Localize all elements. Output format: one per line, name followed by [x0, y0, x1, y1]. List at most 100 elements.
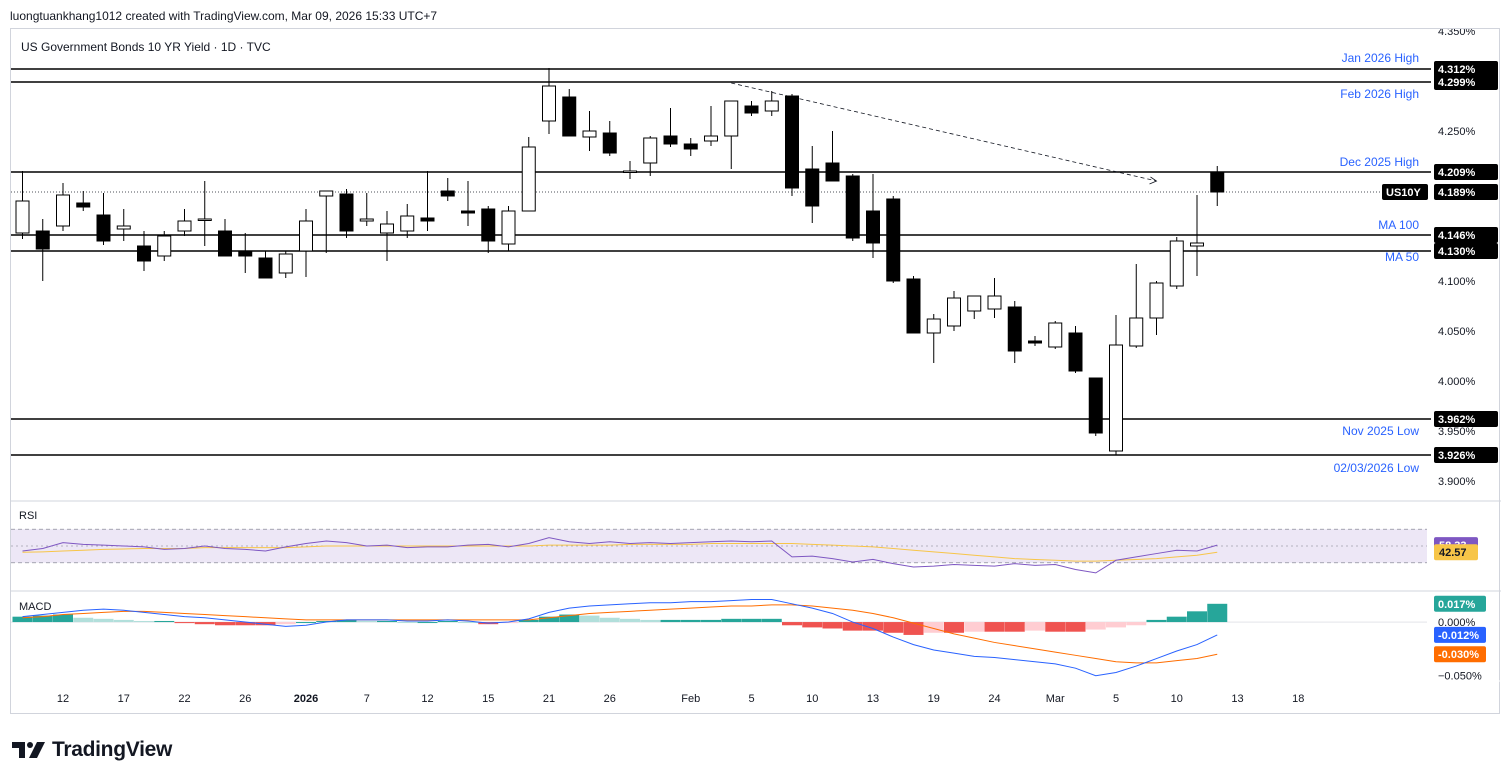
time-tick-label: 22 — [178, 693, 190, 705]
candle — [1048, 321, 1063, 349]
time-tick-label: 12 — [57, 693, 69, 705]
macd-tick-label: −0.050% — [1438, 671, 1482, 683]
candle — [461, 181, 475, 226]
macd-histogram-bar — [984, 622, 1005, 632]
macd-histogram-bar — [782, 622, 802, 626]
candle-body — [906, 278, 921, 334]
macd-histogram-bar — [761, 618, 782, 623]
candle-body — [359, 218, 374, 222]
price-tick-label: 4.350% — [1438, 29, 1476, 38]
candle — [258, 251, 273, 279]
macd-histogram-bar — [93, 618, 114, 623]
macd-value-tag-text: -0.012% — [1438, 630, 1479, 642]
candle — [825, 131, 840, 182]
candle-body — [1190, 242, 1204, 247]
chart-credit: luongtuankhang1012 created with TradingV… — [10, 9, 438, 23]
macd-histogram-bar — [296, 622, 316, 624]
candle-body — [1129, 317, 1144, 347]
level-tag-text: 4.146% — [1438, 230, 1476, 242]
candle — [238, 233, 253, 273]
candle — [15, 171, 30, 239]
macd-histogram-bar — [1025, 622, 1045, 631]
candle-body — [866, 210, 880, 244]
macd-histogram-bar — [356, 620, 377, 623]
chart-title: US Government Bonds 10 YR Yield · 1D · T… — [21, 40, 271, 54]
candle — [1210, 166, 1225, 206]
time-tick-label: 17 — [118, 693, 130, 705]
level-tag-text: 4.209% — [1438, 167, 1476, 179]
dashed-trendline[interactable] — [731, 82, 1157, 182]
candle-body — [663, 135, 678, 145]
chart-canvas[interactable]: WikiFXWikiFXWikiFXWikiFXWikiFXWikiFX US … — [11, 29, 1501, 715]
candle-body — [238, 250, 253, 257]
macd-histogram-bar — [964, 622, 985, 632]
level-tag: 4.146% — [1434, 227, 1498, 243]
candle-body — [967, 295, 982, 312]
level-tag-bg — [1434, 164, 1498, 180]
macd-histogram-bar — [802, 622, 823, 628]
candle — [76, 191, 91, 211]
candle-body — [299, 220, 313, 252]
macd-histogram-bar — [944, 622, 964, 633]
candle — [542, 68, 556, 134]
rsi-ma-value-tag: 42.57 — [1434, 544, 1478, 561]
candle — [521, 137, 536, 212]
candle-body — [15, 200, 30, 234]
candle — [420, 171, 435, 231]
candle — [96, 193, 111, 245]
macd-histogram-bar — [640, 619, 661, 623]
candle-body — [501, 210, 516, 245]
candle — [116, 209, 131, 241]
candle — [562, 89, 577, 137]
price-axis[interactable]: 4.350%4.300%4.250%4.100%4.050%4.000%3.95… — [1382, 29, 1498, 488]
candle — [744, 101, 759, 116]
level-tag-bg — [1434, 243, 1498, 259]
macd-histogram-bar — [620, 618, 640, 623]
candle — [440, 178, 455, 201]
candle-body — [116, 225, 131, 230]
level-tag-text: 3.962% — [1438, 414, 1476, 426]
current-price-text: 4.189% — [1438, 187, 1476, 199]
rsi-pane[interactable]: RSI 58.3342.57 — [11, 510, 1478, 574]
price-pane[interactable]: US Government Bonds 10 YR Yield · 1D · T… — [11, 29, 1431, 501]
macd-histogram-bar — [154, 620, 175, 623]
macd-histogram-bar — [377, 620, 397, 623]
chart-frame[interactable]: WikiFXWikiFXWikiFXWikiFXWikiFXWikiFX US … — [10, 28, 1501, 715]
macd-histogram-bar — [397, 622, 418, 624]
level-label: Feb 2026 High — [1340, 87, 1419, 101]
time-axis[interactable]: 12 17 22 26 2026 7 12 15 21 26 Feb 5 10 13 19 24 Mar 5 10 1… — [57, 693, 1305, 705]
candle-body — [1028, 340, 1042, 344]
time-tick-label: 2026 — [294, 693, 318, 705]
candle-body — [947, 297, 961, 327]
level-tag: 3.962% — [1434, 411, 1498, 427]
macd-histogram-bar — [1065, 622, 1086, 632]
level-tag: 4.299% — [1434, 74, 1498, 90]
level-label: 02/03/2026 Low — [1334, 461, 1420, 475]
candle-body — [76, 202, 91, 208]
candle — [218, 219, 232, 257]
candle-body — [724, 100, 739, 137]
current-price-tag: US10Y 4.189% — [1382, 184, 1498, 200]
candle-body — [785, 95, 799, 189]
level-tag: 3.926% — [1434, 447, 1498, 463]
candles[interactable] — [15, 68, 1225, 455]
time-tick-label: 13 — [867, 693, 879, 705]
time-tick-label: 7 — [364, 693, 370, 705]
macd-histogram-bar — [883, 622, 904, 633]
macd-signal-tag: -0.030% — [1434, 646, 1486, 663]
candle-body — [542, 85, 556, 122]
macd-histogram-bar — [701, 619, 721, 623]
macd-histogram-bar — [660, 619, 681, 623]
macd-pane[interactable]: MACD 0.017% 0.000%-0.012% -0.030% −0.050% — [11, 595, 1486, 683]
level-tag-bg — [1434, 227, 1498, 243]
time-tick-label: 15 — [482, 693, 494, 705]
candle — [663, 108, 678, 147]
candle — [987, 278, 1002, 318]
macd-histogram-bar — [498, 622, 519, 624]
symbol-tag-bg — [1382, 184, 1428, 200]
tradingview-brand[interactable]: TradingView — [12, 738, 172, 762]
candle — [805, 146, 820, 223]
price-pane-bg — [11, 29, 1427, 501]
macd-histogram-bar — [518, 619, 539, 623]
macd-signal-tag-bg — [1434, 646, 1486, 663]
